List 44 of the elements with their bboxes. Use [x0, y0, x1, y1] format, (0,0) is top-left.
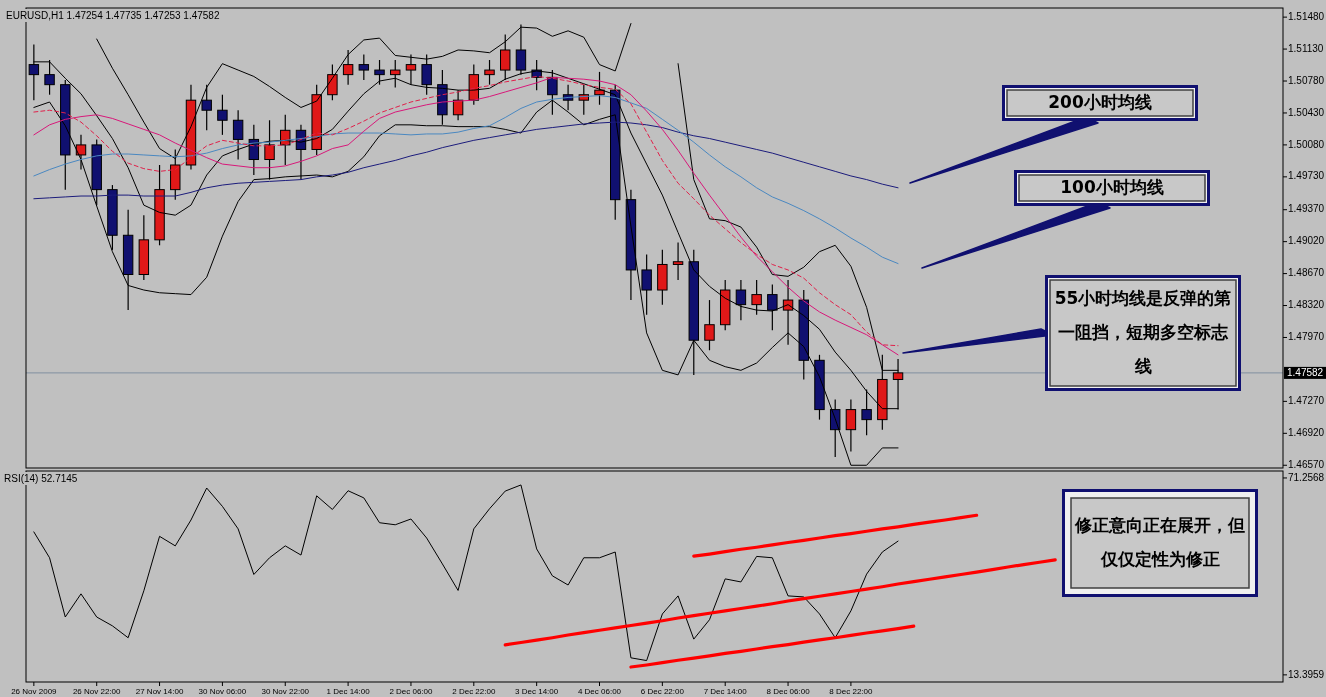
y-tick-label: 1.46570 — [1288, 458, 1325, 470]
x-tick-label: 2 Dec 22:00 — [452, 687, 496, 696]
y-tick-label: 1.48320 — [1288, 299, 1325, 311]
y-tick-label: 1.51480 — [1288, 10, 1325, 22]
x-tick-label: 27 Nov 14:00 — [135, 687, 184, 696]
y-tick-label: 1.49730 — [1288, 170, 1325, 182]
x-tick-label: 1 Dec 14:00 — [326, 687, 371, 696]
callout: 修正意向正在展开，但仅仅定性为修正 — [1062, 489, 1258, 597]
line-series — [629, 624, 916, 669]
y-tick-label: 1.50080 — [1288, 138, 1325, 150]
y-tick-label: 71.2568 — [1288, 471, 1325, 483]
y-tick-label: 1.50430 — [1288, 106, 1325, 118]
x-tick-label: 4 Dec 06:00 — [577, 687, 622, 696]
y-tick-label: 1.49370 — [1288, 203, 1325, 215]
x-tick-label: 30 Nov 06:00 — [198, 687, 247, 696]
chart-title: EURUSD,H1 1.47254 1.47735 1.47253 1.47582 — [6, 10, 220, 21]
y-tick-label: 13.3959 — [1288, 668, 1325, 680]
x-tick-label: 8 Dec 06:00 — [766, 687, 811, 696]
line-series — [503, 558, 1057, 647]
line-series — [33, 484, 899, 662]
annotation: 200小时均线 — [1048, 92, 1152, 112]
x-tick-label: 7 Dec 14:00 — [703, 687, 748, 696]
y-tick-label: 1.50780 — [1288, 74, 1325, 86]
y-tick-label: 1.47270 — [1288, 395, 1325, 407]
annotation: 修正意向正在展开，但仅仅定性为修正 — [1074, 515, 1245, 569]
annotation: 55小时均线是反弹的第一阻挡，短期多空标志线 — [1054, 288, 1232, 376]
x-tick-label: 6 Dec 22:00 — [640, 687, 685, 696]
x-tick-label: 26 Nov 22:00 — [72, 687, 122, 696]
x-tick-label: 2 Dec 06:00 — [389, 687, 434, 696]
y-tick-label: 1.49020 — [1288, 235, 1325, 247]
line-series — [33, 121, 899, 200]
x-tick-label: 8 Dec 22:00 — [829, 687, 874, 696]
x-tick-label: 30 Nov 22:00 — [261, 687, 310, 696]
y-tick-label: 1.47970 — [1288, 331, 1325, 343]
x-tick-label: 3 Dec 14:00 — [515, 687, 559, 696]
line-series — [692, 513, 979, 558]
y-tick-label: 1.46920 — [1288, 426, 1325, 438]
callout: 55小时均线是反弹的第一阻挡，短期多空标志线 — [902, 275, 1241, 391]
y-tick-label: 1.48670 — [1288, 267, 1325, 279]
line-series — [33, 99, 899, 466]
y-tick-label: 1.51130 — [1288, 42, 1324, 54]
chart-title: RSI(14) 52.7145 — [4, 473, 78, 484]
x-tick-label: 26 Nov 2009 — [11, 687, 58, 696]
ref-line-label: 1.47582 — [1287, 366, 1324, 378]
